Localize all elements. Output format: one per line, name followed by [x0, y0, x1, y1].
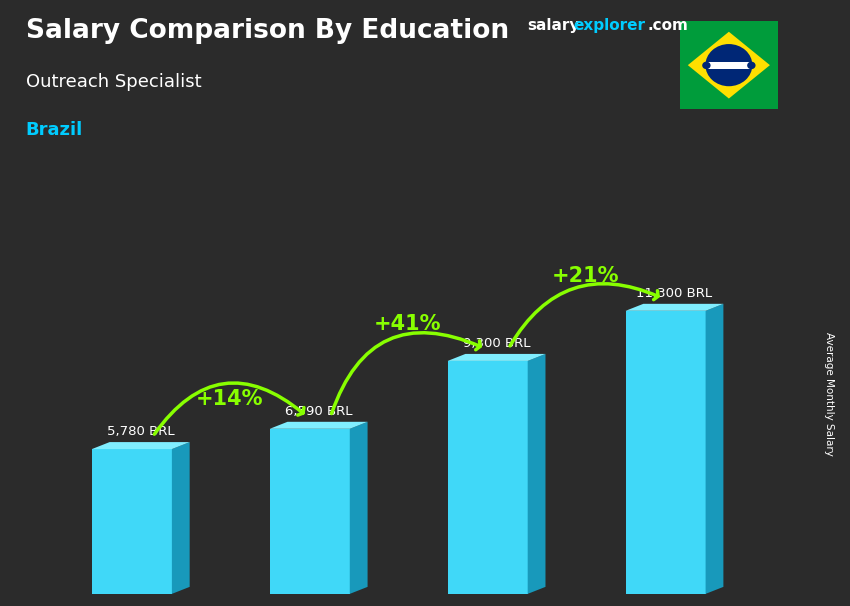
Bar	[92, 449, 172, 594]
Text: Salary Comparison By Education: Salary Comparison By Education	[26, 18, 508, 44]
Circle shape	[702, 62, 711, 69]
Polygon shape	[626, 304, 723, 311]
Text: 5,780 BRL: 5,780 BRL	[107, 425, 174, 438]
Polygon shape	[269, 422, 367, 429]
Text: 11,300 BRL: 11,300 BRL	[637, 287, 712, 300]
Text: Brazil: Brazil	[26, 121, 82, 139]
Bar	[269, 429, 350, 594]
Text: .com: .com	[648, 18, 689, 33]
Polygon shape	[688, 32, 770, 99]
Circle shape	[706, 44, 752, 86]
Polygon shape	[350, 422, 367, 594]
Text: 6,590 BRL: 6,590 BRL	[285, 405, 353, 418]
Text: salary: salary	[527, 18, 580, 33]
Text: explorer: explorer	[574, 18, 646, 33]
Polygon shape	[92, 442, 190, 449]
Text: Outreach Specialist: Outreach Specialist	[26, 73, 201, 91]
Circle shape	[747, 62, 756, 69]
Text: 9,300 BRL: 9,300 BRL	[462, 337, 530, 350]
Polygon shape	[172, 442, 190, 594]
Text: +41%: +41%	[374, 313, 441, 333]
Polygon shape	[706, 304, 723, 594]
Text: +21%: +21%	[552, 266, 620, 286]
Bar	[706, 62, 751, 69]
Bar	[448, 361, 528, 594]
Bar	[626, 311, 706, 594]
Polygon shape	[448, 354, 546, 361]
Text: Average Monthly Salary: Average Monthly Salary	[824, 332, 835, 456]
Text: +14%: +14%	[196, 389, 264, 409]
Polygon shape	[528, 354, 546, 594]
